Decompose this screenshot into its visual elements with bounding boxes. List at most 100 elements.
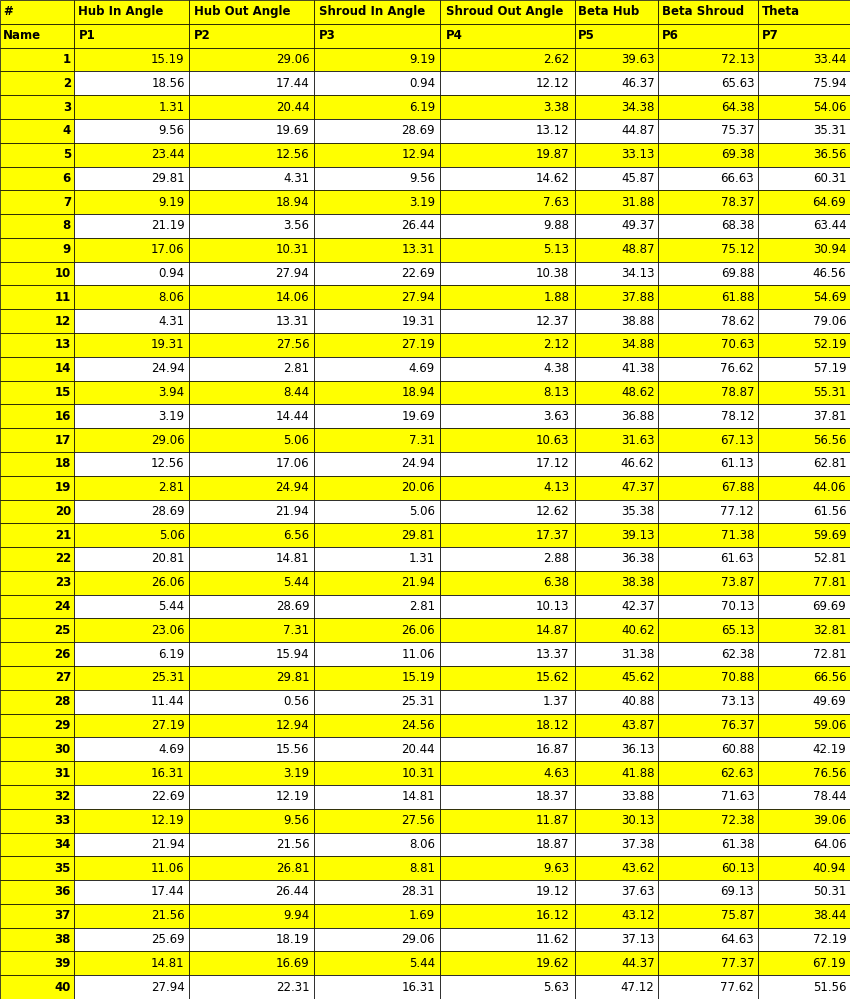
Text: 24.94: 24.94 bbox=[275, 482, 309, 495]
Text: 42.19: 42.19 bbox=[813, 742, 847, 756]
Bar bbox=[440, 190, 575, 214]
Text: 21.56: 21.56 bbox=[275, 838, 309, 851]
Text: 64.06: 64.06 bbox=[813, 838, 847, 851]
Bar bbox=[575, 547, 658, 570]
Text: 37.63: 37.63 bbox=[621, 885, 654, 898]
Text: P2: P2 bbox=[195, 29, 211, 42]
Bar bbox=[758, 547, 850, 570]
Text: 12.56: 12.56 bbox=[275, 148, 309, 161]
Text: 11.62: 11.62 bbox=[536, 933, 570, 946]
Bar bbox=[314, 405, 440, 429]
Text: 2.81: 2.81 bbox=[283, 363, 309, 376]
Text: 33.44: 33.44 bbox=[813, 53, 847, 66]
Bar bbox=[440, 975, 575, 999]
Bar bbox=[314, 286, 440, 310]
Text: 1.88: 1.88 bbox=[543, 291, 570, 304]
Bar bbox=[74, 500, 190, 523]
Text: 16.12: 16.12 bbox=[536, 909, 570, 922]
Bar bbox=[440, 95, 575, 119]
Bar bbox=[440, 666, 575, 689]
Bar bbox=[74, 642, 190, 666]
Text: 28.31: 28.31 bbox=[401, 885, 435, 898]
Text: 9.88: 9.88 bbox=[543, 220, 570, 233]
Bar bbox=[758, 523, 850, 547]
Bar bbox=[0, 642, 74, 666]
Text: 26.06: 26.06 bbox=[151, 576, 184, 589]
Bar bbox=[74, 333, 190, 357]
Bar bbox=[74, 286, 190, 310]
Text: 12.62: 12.62 bbox=[536, 504, 570, 517]
Bar bbox=[658, 476, 758, 500]
Bar bbox=[0, 689, 74, 713]
Bar bbox=[190, 618, 314, 642]
Bar bbox=[190, 429, 314, 452]
Text: 12.19: 12.19 bbox=[151, 814, 184, 827]
Bar bbox=[658, 429, 758, 452]
Bar bbox=[658, 666, 758, 689]
Bar bbox=[190, 904, 314, 928]
Text: 30.13: 30.13 bbox=[621, 814, 654, 827]
Text: 72.81: 72.81 bbox=[813, 647, 847, 660]
Bar bbox=[758, 143, 850, 167]
Bar bbox=[74, 48, 190, 71]
Bar bbox=[758, 214, 850, 238]
Text: 6: 6 bbox=[63, 172, 71, 185]
Text: 40: 40 bbox=[54, 981, 71, 994]
Bar bbox=[314, 523, 440, 547]
Bar bbox=[440, 737, 575, 761]
Bar bbox=[758, 737, 850, 761]
Bar bbox=[758, 951, 850, 975]
Text: 3.38: 3.38 bbox=[543, 101, 570, 114]
Text: 2.81: 2.81 bbox=[409, 600, 435, 613]
Bar bbox=[190, 190, 314, 214]
Text: 43.62: 43.62 bbox=[620, 862, 654, 875]
Text: 61.38: 61.38 bbox=[721, 838, 754, 851]
Bar bbox=[0, 167, 74, 190]
Text: 27.19: 27.19 bbox=[151, 719, 184, 732]
Text: 15.19: 15.19 bbox=[151, 53, 184, 66]
Bar bbox=[575, 904, 658, 928]
Bar bbox=[440, 71, 575, 95]
Bar bbox=[74, 476, 190, 500]
Text: 13.37: 13.37 bbox=[536, 647, 570, 660]
Bar bbox=[190, 357, 314, 381]
Bar bbox=[575, 737, 658, 761]
Bar bbox=[314, 547, 440, 570]
Bar bbox=[190, 381, 314, 405]
Bar bbox=[440, 642, 575, 666]
Bar bbox=[440, 880, 575, 904]
Text: 37.38: 37.38 bbox=[621, 838, 654, 851]
Bar bbox=[190, 928, 314, 951]
Text: 31: 31 bbox=[54, 766, 71, 779]
Bar bbox=[74, 357, 190, 381]
Text: 77.81: 77.81 bbox=[813, 576, 847, 589]
Bar bbox=[314, 238, 440, 262]
Text: 0.56: 0.56 bbox=[283, 695, 309, 708]
Bar bbox=[74, 214, 190, 238]
Bar bbox=[575, 523, 658, 547]
Text: 18.94: 18.94 bbox=[275, 196, 309, 209]
Bar bbox=[575, 167, 658, 190]
Text: 29: 29 bbox=[54, 719, 71, 732]
Bar bbox=[190, 570, 314, 594]
Bar bbox=[758, 761, 850, 785]
Text: 26.44: 26.44 bbox=[401, 220, 435, 233]
Text: 38: 38 bbox=[54, 933, 71, 946]
Text: 12.19: 12.19 bbox=[275, 790, 309, 803]
Bar bbox=[0, 928, 74, 951]
Text: 3.19: 3.19 bbox=[159, 410, 184, 423]
Text: 37.81: 37.81 bbox=[813, 410, 847, 423]
Bar bbox=[758, 666, 850, 689]
Text: 68.38: 68.38 bbox=[721, 220, 754, 233]
Bar bbox=[440, 286, 575, 310]
Bar bbox=[314, 167, 440, 190]
Bar bbox=[440, 24, 575, 48]
Bar bbox=[575, 310, 658, 333]
Bar bbox=[575, 500, 658, 523]
Text: 49.69: 49.69 bbox=[813, 695, 847, 708]
Text: 20.06: 20.06 bbox=[401, 482, 435, 495]
Text: 37: 37 bbox=[54, 909, 71, 922]
Text: Shroud Out Angle: Shroud Out Angle bbox=[445, 5, 563, 18]
Text: 1.69: 1.69 bbox=[409, 909, 435, 922]
Text: 43.87: 43.87 bbox=[621, 719, 654, 732]
